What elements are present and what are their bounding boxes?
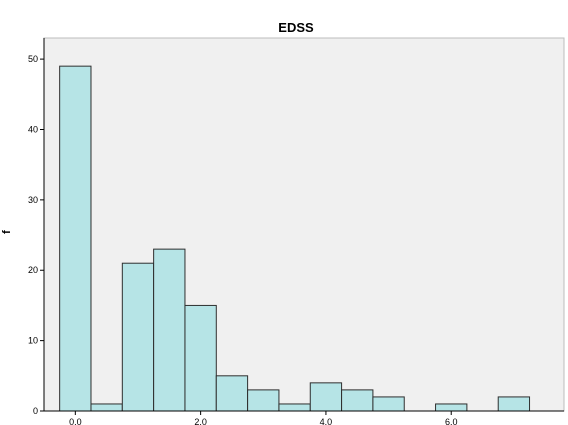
axes-group: [43, 38, 564, 412]
x-tick-label: 0.0: [69, 417, 82, 425]
histogram-bar: [309, 382, 343, 412]
histogram-bar: [372, 396, 405, 412]
x-ticks-group: 0.0 2.0 4.0 6.0: [69, 411, 457, 425]
histogram-bar: [341, 389, 374, 412]
histogram-bar: [90, 403, 123, 412]
histogram-bar: [497, 396, 531, 412]
chart-title: EDSS: [278, 20, 314, 35]
y-tick-label: 30: [28, 195, 38, 205]
histogram-bar: [247, 389, 280, 412]
histogram-bar: [435, 403, 468, 412]
histogram-bar: [278, 403, 311, 412]
y-axis-label: f: [1, 230, 13, 234]
histogram-bar: [59, 65, 92, 412]
histogram-bar: [184, 304, 217, 412]
x-tick-label: 2.0: [194, 417, 207, 425]
y-tick-label: 50: [28, 54, 38, 64]
histogram-bar: [153, 248, 186, 412]
histogram-bar: [215, 375, 249, 412]
bars-group: [59, 65, 531, 412]
x-tick-label: 6.0: [445, 417, 458, 425]
y-tick-label: 10: [28, 336, 38, 346]
y-ticks-group: 0 10 20 30 40 50: [28, 54, 44, 416]
y-tick-label: 20: [28, 265, 38, 275]
y-tick-label: 40: [28, 124, 38, 134]
y-tick-label: 0: [33, 406, 38, 416]
x-tick-label: 4.0: [320, 417, 333, 425]
histogram-bar: [121, 262, 155, 412]
